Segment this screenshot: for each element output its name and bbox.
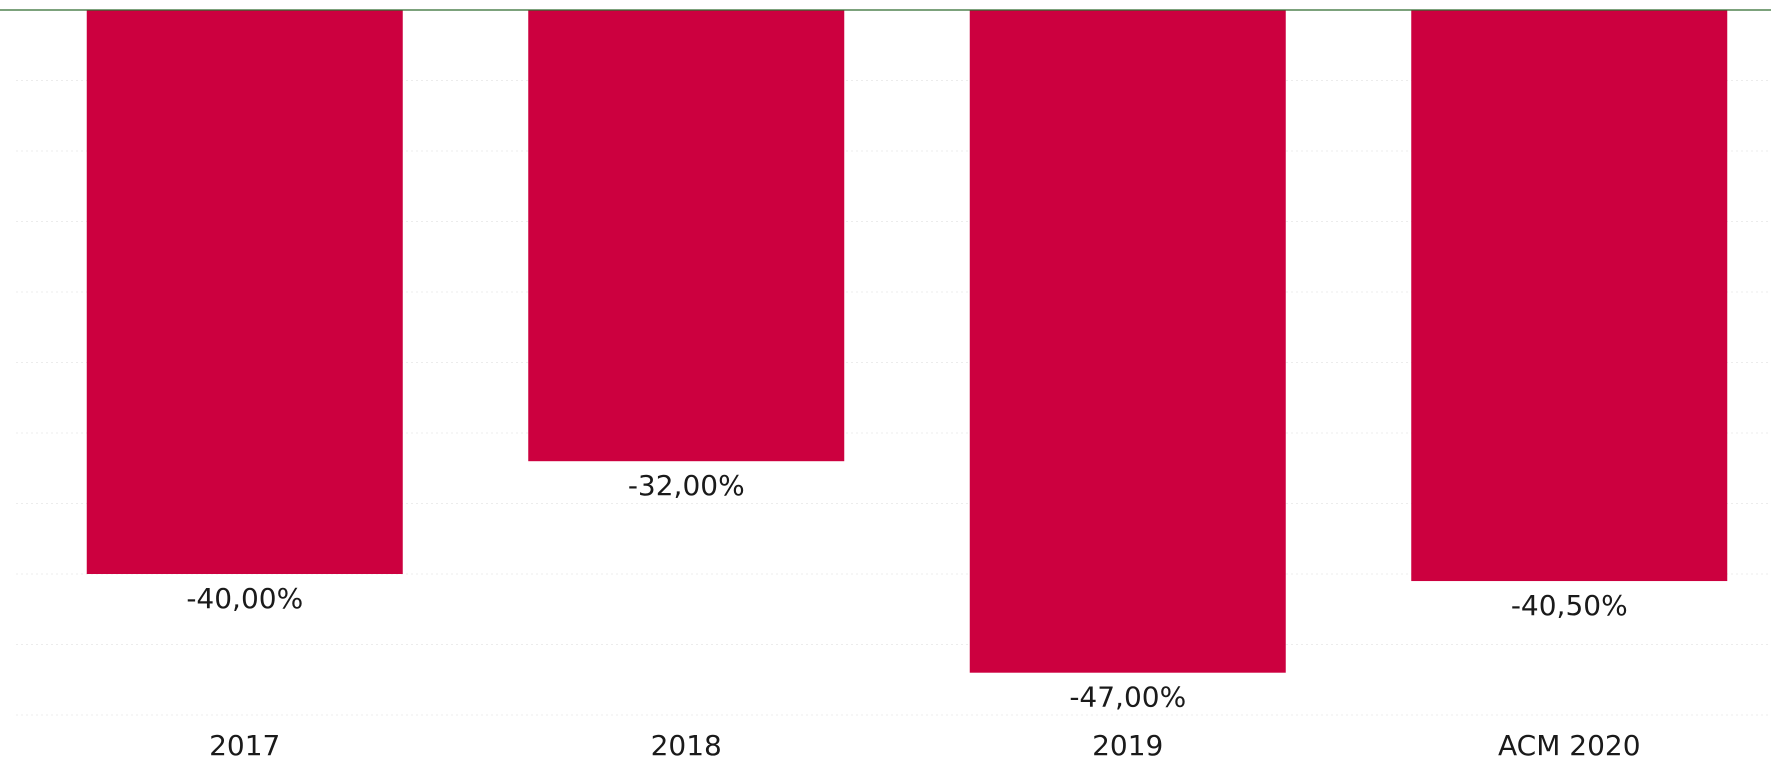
bar [969, 10, 1286, 673]
x-axis-tick-layer: 2017 2018 2019 ACM 2020 [209, 729, 1640, 762]
x-tick-label: 2017 [209, 729, 280, 762]
x-tick-label: ACM 2020 [1498, 729, 1641, 762]
data-label-layer: -40,00% -32,00% -47,00% -40,50% [186, 469, 1627, 714]
data-label: -40,50% [1511, 589, 1628, 622]
data-label: -40,00% [186, 582, 303, 615]
bar [528, 10, 845, 462]
bar [86, 10, 403, 574]
data-label: -47,00% [1069, 681, 1186, 714]
data-label: -32,00% [628, 469, 745, 502]
x-tick-label: 2018 [651, 729, 722, 762]
bar [1411, 10, 1728, 582]
x-tick-label: 2019 [1092, 729, 1163, 762]
bar-layer [86, 10, 1728, 673]
